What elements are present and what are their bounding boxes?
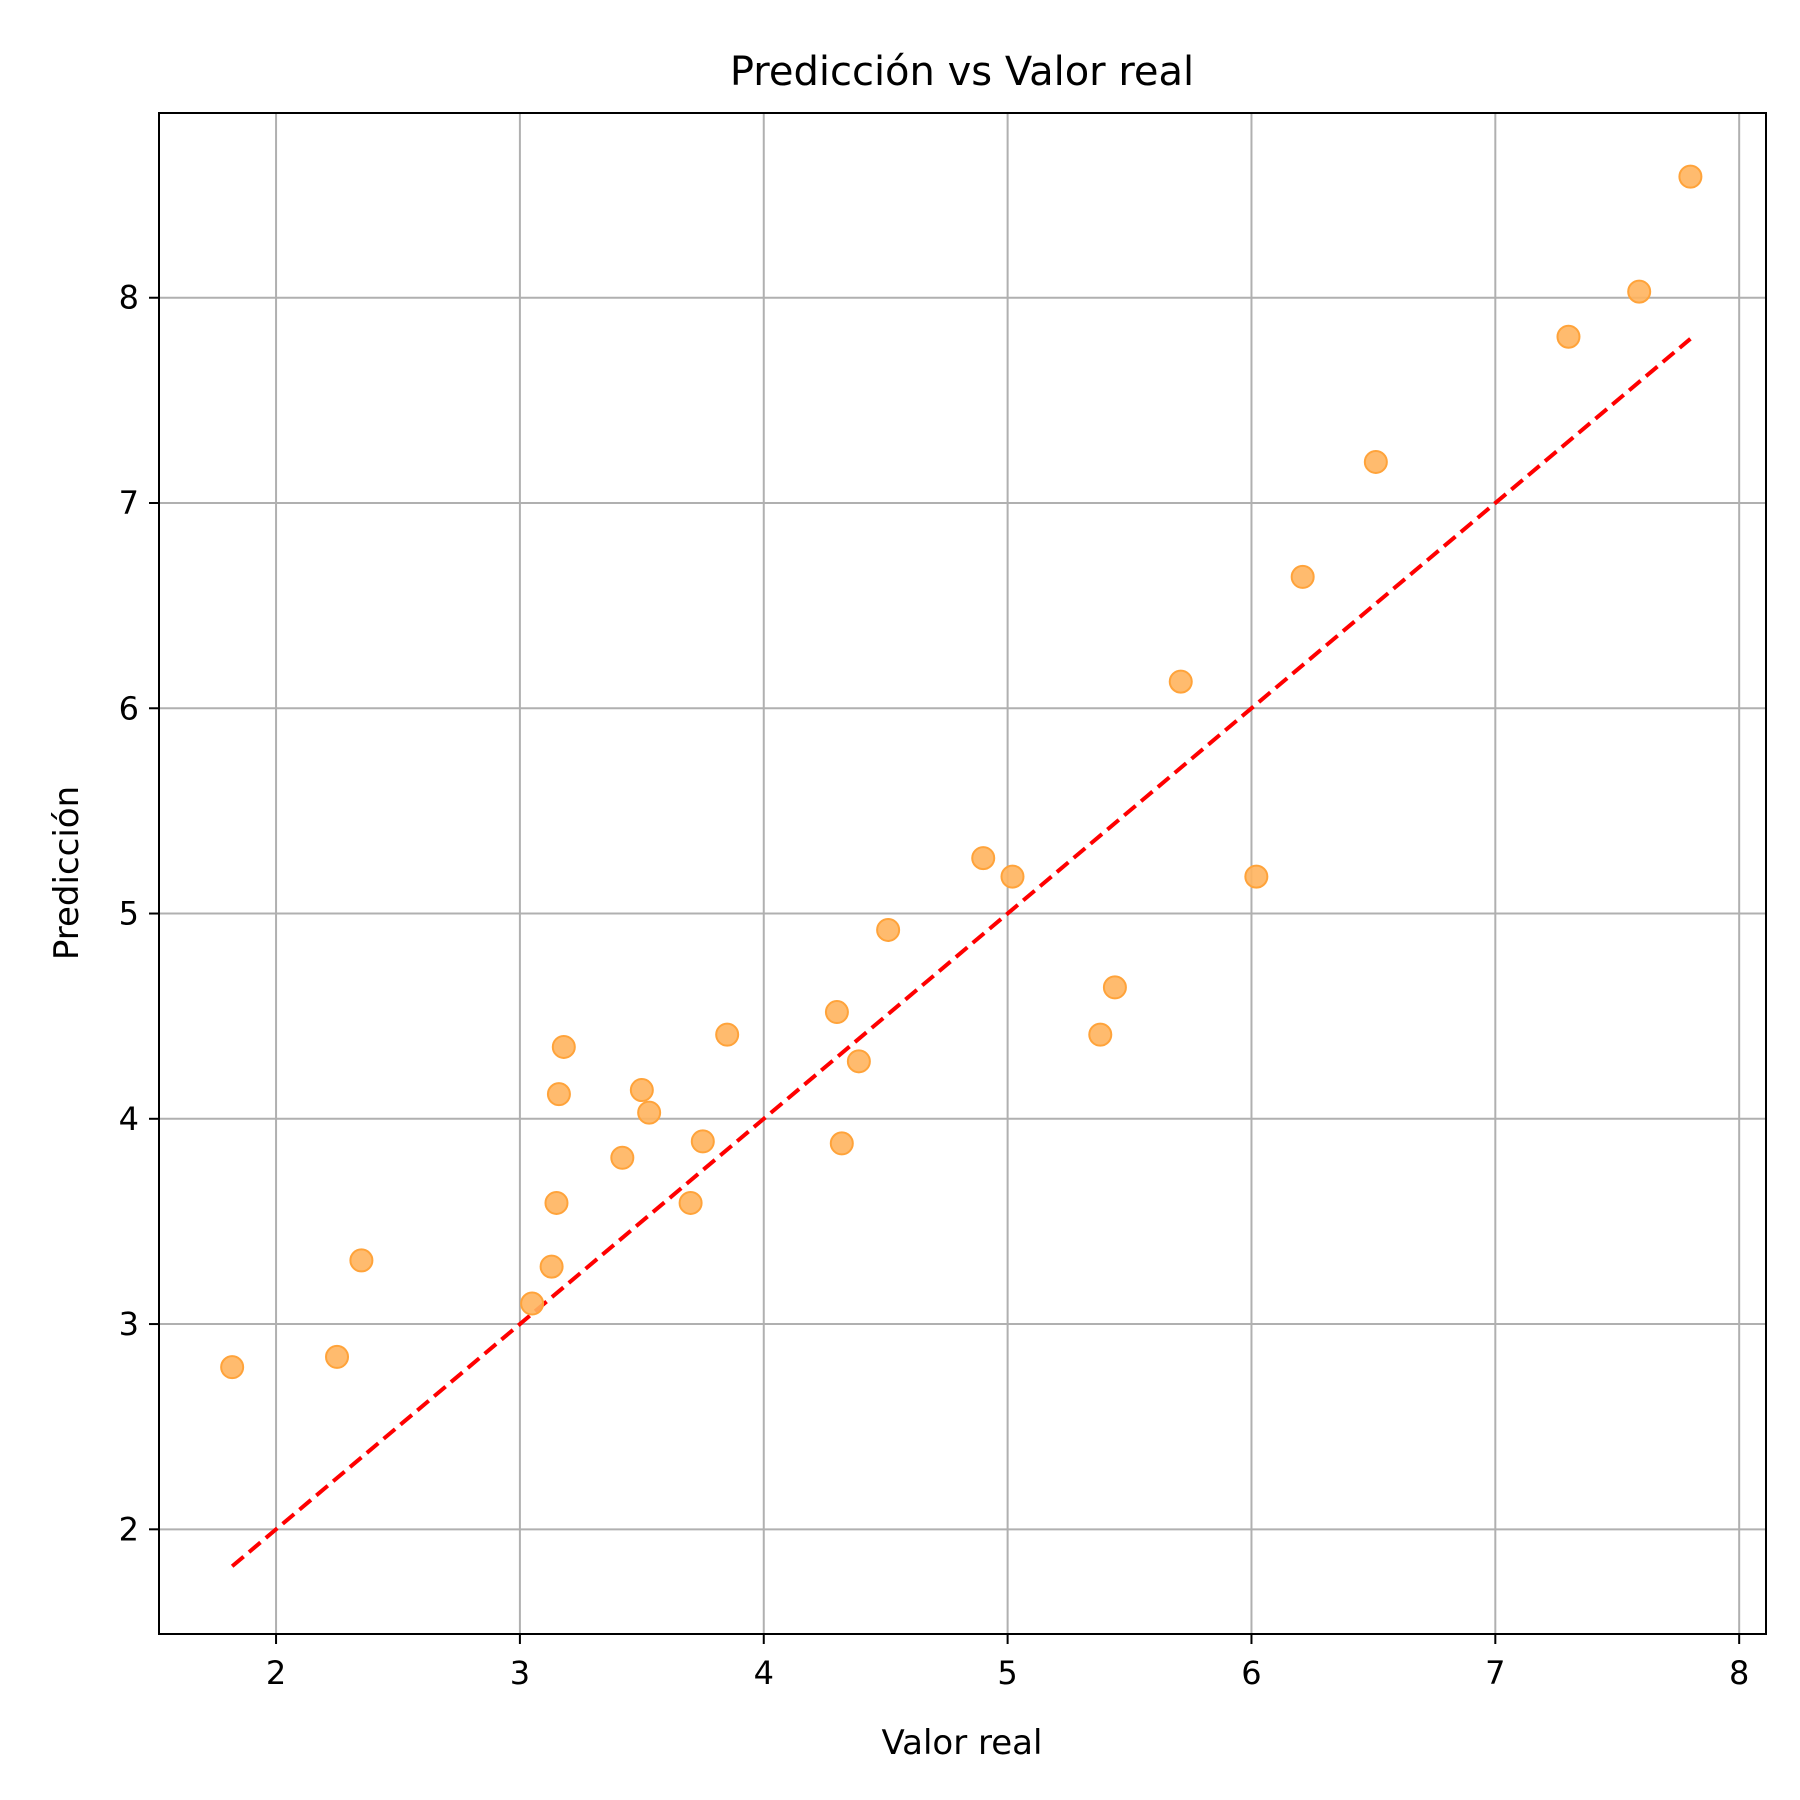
reference-line-path [230, 337, 1692, 1568]
data-point [1102, 975, 1127, 1000]
x-axis-ticks: 2 3 4 5 6 7 8 [266, 1634, 1749, 1692]
data-point [876, 917, 901, 942]
data-point [678, 1190, 703, 1215]
data-point [1627, 279, 1652, 304]
data-point [1290, 564, 1315, 589]
x-tick-label: 6 [1241, 1654, 1261, 1692]
x-tick-label: 8 [1729, 1654, 1749, 1692]
data-point [1244, 864, 1269, 889]
y-tick-label: 4 [119, 1100, 139, 1138]
data-point [349, 1248, 374, 1273]
data-point [551, 1034, 576, 1059]
data-point [546, 1082, 571, 1107]
plot-frame [158, 112, 1767, 1635]
x-tick-label: 7 [1485, 1654, 1505, 1692]
data-point [220, 1355, 245, 1380]
data-point [325, 1344, 350, 1369]
data-point [1363, 449, 1388, 474]
data-point [544, 1190, 569, 1215]
data-point [637, 1100, 662, 1125]
data-point [1678, 164, 1703, 189]
x-tick-label: 3 [510, 1654, 530, 1692]
data-point [1168, 669, 1193, 694]
data-point [539, 1254, 564, 1279]
data-point [846, 1049, 871, 1074]
data-point [520, 1291, 545, 1316]
x-tick-label: 4 [754, 1654, 774, 1692]
data-point [1000, 864, 1025, 889]
y-tick-label: 2 [119, 1510, 139, 1548]
y-tick-label: 8 [119, 279, 139, 317]
data-point [715, 1022, 740, 1047]
y-tick-label: 3 [119, 1305, 139, 1343]
x-tick-label: 5 [997, 1654, 1017, 1692]
data-point [690, 1129, 715, 1154]
y-axis-label: Predicción [47, 786, 87, 960]
x-axis-label: Valor real [882, 1723, 1043, 1763]
data-point [1556, 324, 1581, 349]
data-point [824, 1000, 849, 1025]
data-point [1088, 1022, 1113, 1047]
y-tick-label: 7 [119, 484, 139, 522]
gridlines [159, 113, 1766, 1634]
data-points [220, 164, 1703, 1380]
data-point [610, 1145, 635, 1170]
reference-line [230, 337, 1692, 1568]
y-axis-ticks: 2 3 4 5 6 7 8 [119, 279, 159, 1548]
x-tick-label: 2 [266, 1654, 286, 1692]
y-tick-label: 5 [119, 895, 139, 933]
chart-title: Predicción vs Valor real [730, 49, 1194, 95]
y-tick-label: 6 [119, 689, 139, 727]
data-point [829, 1131, 854, 1156]
data-point [971, 846, 996, 871]
data-point [629, 1078, 654, 1103]
